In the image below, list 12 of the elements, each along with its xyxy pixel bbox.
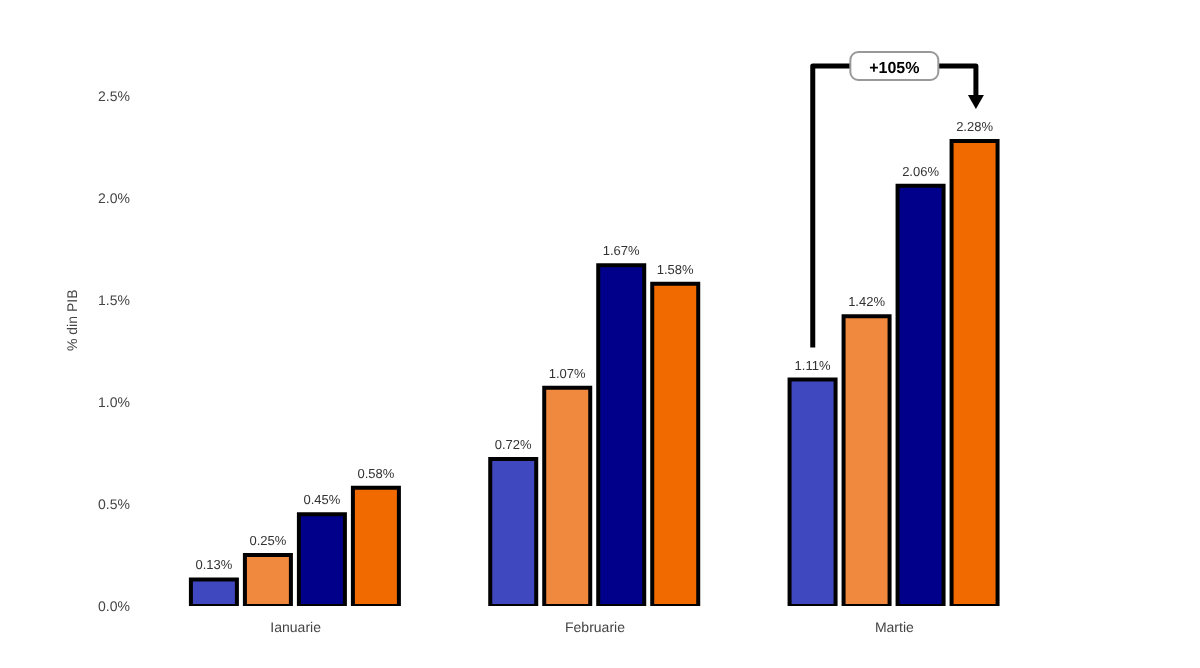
bar: [949, 138, 1000, 606]
bar: [488, 457, 539, 606]
bar: [188, 577, 239, 606]
bar: [542, 385, 593, 606]
bar: [841, 314, 892, 606]
bar: [650, 281, 701, 606]
bar: [895, 183, 946, 606]
bar: [242, 553, 293, 606]
bar: [296, 512, 347, 606]
bar: [596, 263, 647, 606]
bar: [787, 377, 838, 606]
bar: [350, 485, 401, 606]
